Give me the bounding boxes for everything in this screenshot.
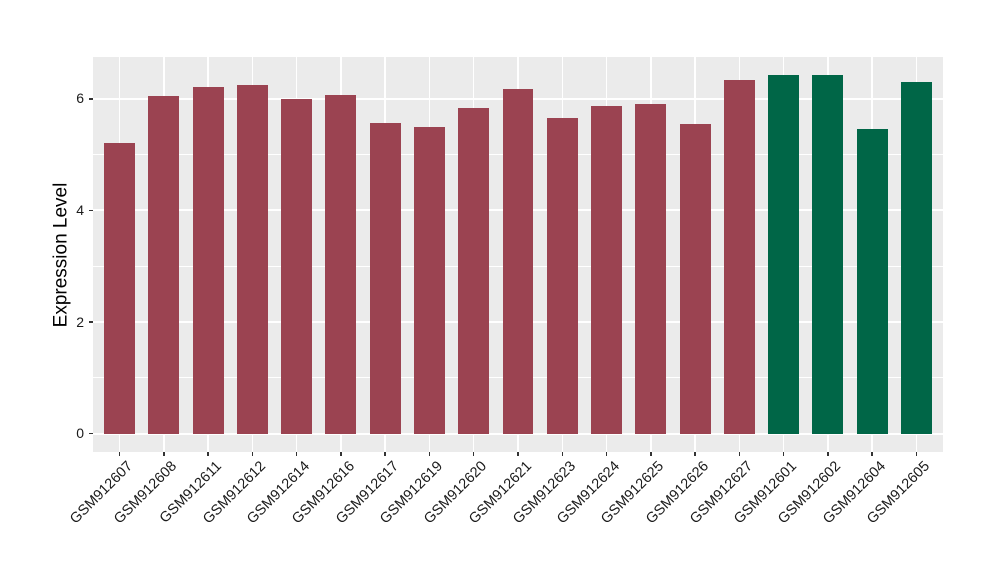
x-axis-tick: [472, 452, 475, 456]
x-axis-tick: [827, 452, 829, 456]
bar-GSM912621: [502, 88, 534, 434]
bar-GSM912627: [723, 79, 755, 434]
x-axis-tick: [384, 452, 386, 456]
bar-GSM912608: [148, 96, 180, 434]
bar-GSM912611: [192, 87, 224, 434]
bar-GSM912601: [768, 75, 800, 434]
bar-GSM912612: [236, 84, 268, 434]
y-axis-tick: [88, 321, 93, 323]
bar-GSM912614: [281, 98, 313, 434]
bar-GSM912620: [458, 108, 490, 434]
bar-GSM912604: [856, 128, 888, 434]
x-axis-tick: [871, 452, 873, 456]
bar-GSM912607: [104, 143, 136, 434]
bar-GSM912623: [546, 117, 578, 434]
y-tick-label-0: 0: [76, 425, 84, 442]
bar-GSM912625: [635, 103, 667, 434]
y-tick-label-4: 4: [76, 201, 84, 218]
x-axis-tick: [694, 452, 696, 456]
y-axis-title: Expression Level: [44, 57, 78, 452]
x-axis-tick: [118, 452, 121, 456]
y-tick-label-2: 2: [76, 313, 84, 330]
y-tick-label-6: 6: [76, 90, 84, 107]
bar-GSM912626: [679, 123, 711, 434]
x-axis-tick: [517, 452, 519, 456]
plot-panel: [93, 57, 943, 452]
bar-GSM912602: [812, 75, 844, 434]
x-axis-tick: [428, 452, 431, 456]
x-axis-tick: [251, 452, 254, 456]
bar-GSM912605: [900, 81, 932, 434]
y-axis-tick: [88, 98, 93, 100]
bar-GSM912619: [413, 127, 445, 434]
bar-GSM912616: [325, 94, 357, 434]
x-axis-tick: [650, 452, 652, 456]
y-axis-tick: [88, 432, 93, 435]
x-axis-tick: [295, 452, 298, 456]
x-axis-tick: [207, 452, 209, 456]
x-axis-tick: [163, 452, 165, 456]
bar-GSM912617: [369, 123, 401, 434]
x-axis-tick: [782, 452, 785, 456]
x-axis-tick: [738, 452, 741, 456]
x-axis-tick: [340, 452, 342, 456]
bar-GSM912624: [591, 105, 623, 434]
x-axis-tick: [915, 452, 918, 456]
x-axis-tick: [561, 452, 564, 456]
x-axis-tick: [605, 452, 608, 456]
y-axis-tick: [88, 209, 93, 212]
